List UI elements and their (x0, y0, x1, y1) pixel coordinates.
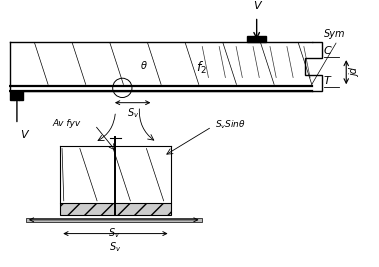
Text: V: V (20, 129, 28, 140)
Text: jd: jd (350, 68, 360, 77)
Text: $S_v$: $S_v$ (109, 240, 122, 254)
Text: C: C (324, 46, 332, 56)
Bar (247, 36, 266, 42)
Text: T: T (324, 76, 330, 86)
Text: $S_v$: $S_v$ (108, 227, 120, 241)
Bar (26, 218, 202, 222)
Bar (60, 203, 171, 215)
Text: Av fyv: Av fyv (53, 119, 81, 128)
Text: $\theta$: $\theta$ (139, 59, 147, 71)
Bar (10, 91, 23, 100)
Text: $S_v Sin\theta$: $S_v Sin\theta$ (215, 119, 246, 131)
Text: $S_v$: $S_v$ (127, 106, 139, 120)
Text: V: V (253, 1, 260, 11)
Text: Sym: Sym (324, 29, 345, 39)
Text: $f_2$: $f_2$ (196, 60, 207, 76)
